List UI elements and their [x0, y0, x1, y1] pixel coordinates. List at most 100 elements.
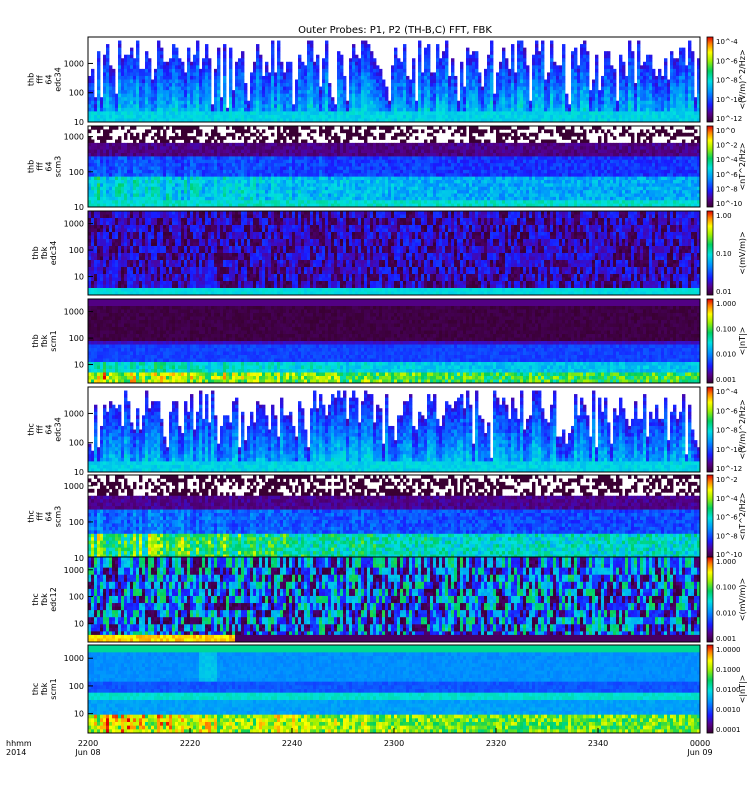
heatmap-cell: [313, 65, 316, 69]
heatmap-cell: [307, 111, 310, 115]
heatmap-cell: [184, 108, 187, 112]
heatmap-cell: [295, 108, 298, 112]
heatmap-cell: [181, 108, 184, 112]
heatmap-cell: [97, 111, 100, 115]
heatmap-cell: [94, 108, 97, 112]
heatmap-cell: [169, 65, 172, 69]
heatmap-cell: [202, 83, 205, 87]
heatmap-cell: [166, 90, 169, 94]
heatmap-cell: [139, 111, 142, 115]
heatmap-cell: [226, 108, 229, 112]
heatmap-cell: [97, 108, 100, 112]
heatmap-cell: [289, 80, 292, 84]
heatmap-cell: [199, 115, 202, 119]
heatmap-cell: [157, 62, 160, 66]
heatmap-cell: [124, 62, 127, 66]
heatmap-cell: [121, 83, 124, 87]
heatmap-cell: [277, 55, 280, 59]
heatmap-cell: [196, 65, 199, 69]
heatmap-cell: [130, 83, 133, 87]
heatmap-cell: [307, 62, 310, 66]
heatmap-cell: [217, 115, 220, 119]
heatmap-cell: [106, 94, 109, 98]
heatmap-cell: [292, 111, 295, 115]
heatmap-cell: [172, 62, 175, 66]
heatmap-cell: [250, 80, 253, 84]
heatmap-cell: [253, 80, 256, 84]
heatmap-cell: [97, 51, 100, 55]
heatmap-cell: [154, 90, 157, 94]
heatmap-cell: [124, 83, 127, 87]
heatmap-cell: [223, 111, 226, 115]
heatmap-cell: [112, 90, 115, 94]
heatmap-cell: [112, 108, 115, 112]
heatmap-cell: [127, 111, 130, 115]
heatmap-cell: [271, 58, 274, 62]
heatmap-cell: [187, 87, 190, 91]
heatmap-cell: [280, 80, 283, 84]
heatmap-cell: [271, 90, 274, 94]
heatmap-cell: [187, 104, 190, 108]
heatmap-cell: [304, 69, 307, 73]
heatmap-cell: [277, 80, 280, 84]
heatmap-cell: [187, 90, 190, 94]
heatmap-cell: [202, 101, 205, 105]
heatmap-cell: [169, 72, 172, 76]
heatmap-cell: [289, 115, 292, 119]
heatmap-cell: [133, 90, 136, 94]
heatmap-cell: [148, 108, 151, 112]
heatmap-cell: [223, 58, 226, 62]
heatmap-cell: [265, 94, 268, 98]
heatmap-cell: [124, 55, 127, 59]
heatmap-cell: [97, 104, 100, 108]
heatmap-cell: [307, 48, 310, 52]
heatmap-cell: [97, 101, 100, 105]
heatmap-cell: [223, 62, 226, 66]
heatmap-cell: [298, 87, 301, 91]
heatmap-cell: [157, 97, 160, 101]
heatmap-cell: [229, 69, 232, 73]
heatmap-cell: [115, 97, 118, 101]
heatmap-cell: [316, 108, 319, 112]
heatmap-cell: [91, 101, 94, 105]
heatmap-cell: [142, 115, 145, 119]
heatmap-cell: [202, 76, 205, 80]
heatmap-cell: [124, 76, 127, 80]
heatmap-cell: [88, 80, 91, 84]
heatmap-cell: [88, 104, 91, 108]
heatmap-cell: [217, 104, 220, 108]
heatmap-cell: [127, 108, 130, 112]
heatmap-cell: [223, 97, 226, 101]
heatmap-cell: [271, 55, 274, 59]
heatmap-cell: [205, 104, 208, 108]
heatmap-cell: [256, 87, 259, 91]
heatmap-cell: [190, 69, 193, 73]
heatmap-cell: [229, 62, 232, 66]
heatmap-cell: [229, 97, 232, 101]
heatmap-cell: [196, 111, 199, 115]
heatmap-cell: [229, 83, 232, 87]
heatmap-cell: [166, 87, 169, 91]
heatmap-cell: [172, 65, 175, 69]
heatmap-cell: [103, 62, 106, 66]
heatmap-cell: [148, 87, 151, 91]
heatmap-cell: [271, 72, 274, 76]
heatmap-cell: [178, 111, 181, 115]
heatmap-cell: [241, 111, 244, 115]
heatmap-cell: [304, 104, 307, 108]
heatmap-cell: [145, 115, 148, 119]
heatmap-cell: [187, 62, 190, 66]
heatmap-cell: [154, 104, 157, 108]
heatmap-cell: [220, 104, 223, 108]
heatmap-cell: [103, 97, 106, 101]
heatmap-cell: [205, 87, 208, 91]
heatmap-cell: [196, 69, 199, 73]
heatmap-cell: [208, 94, 211, 98]
heatmap-cell: [277, 104, 280, 108]
heatmap-cell: [205, 90, 208, 94]
heatmap-cell: [262, 83, 265, 87]
heatmap-cell: [310, 48, 313, 52]
heatmap-cell: [97, 97, 100, 101]
heatmap-cell: [286, 80, 289, 84]
heatmap-cell: [271, 83, 274, 87]
